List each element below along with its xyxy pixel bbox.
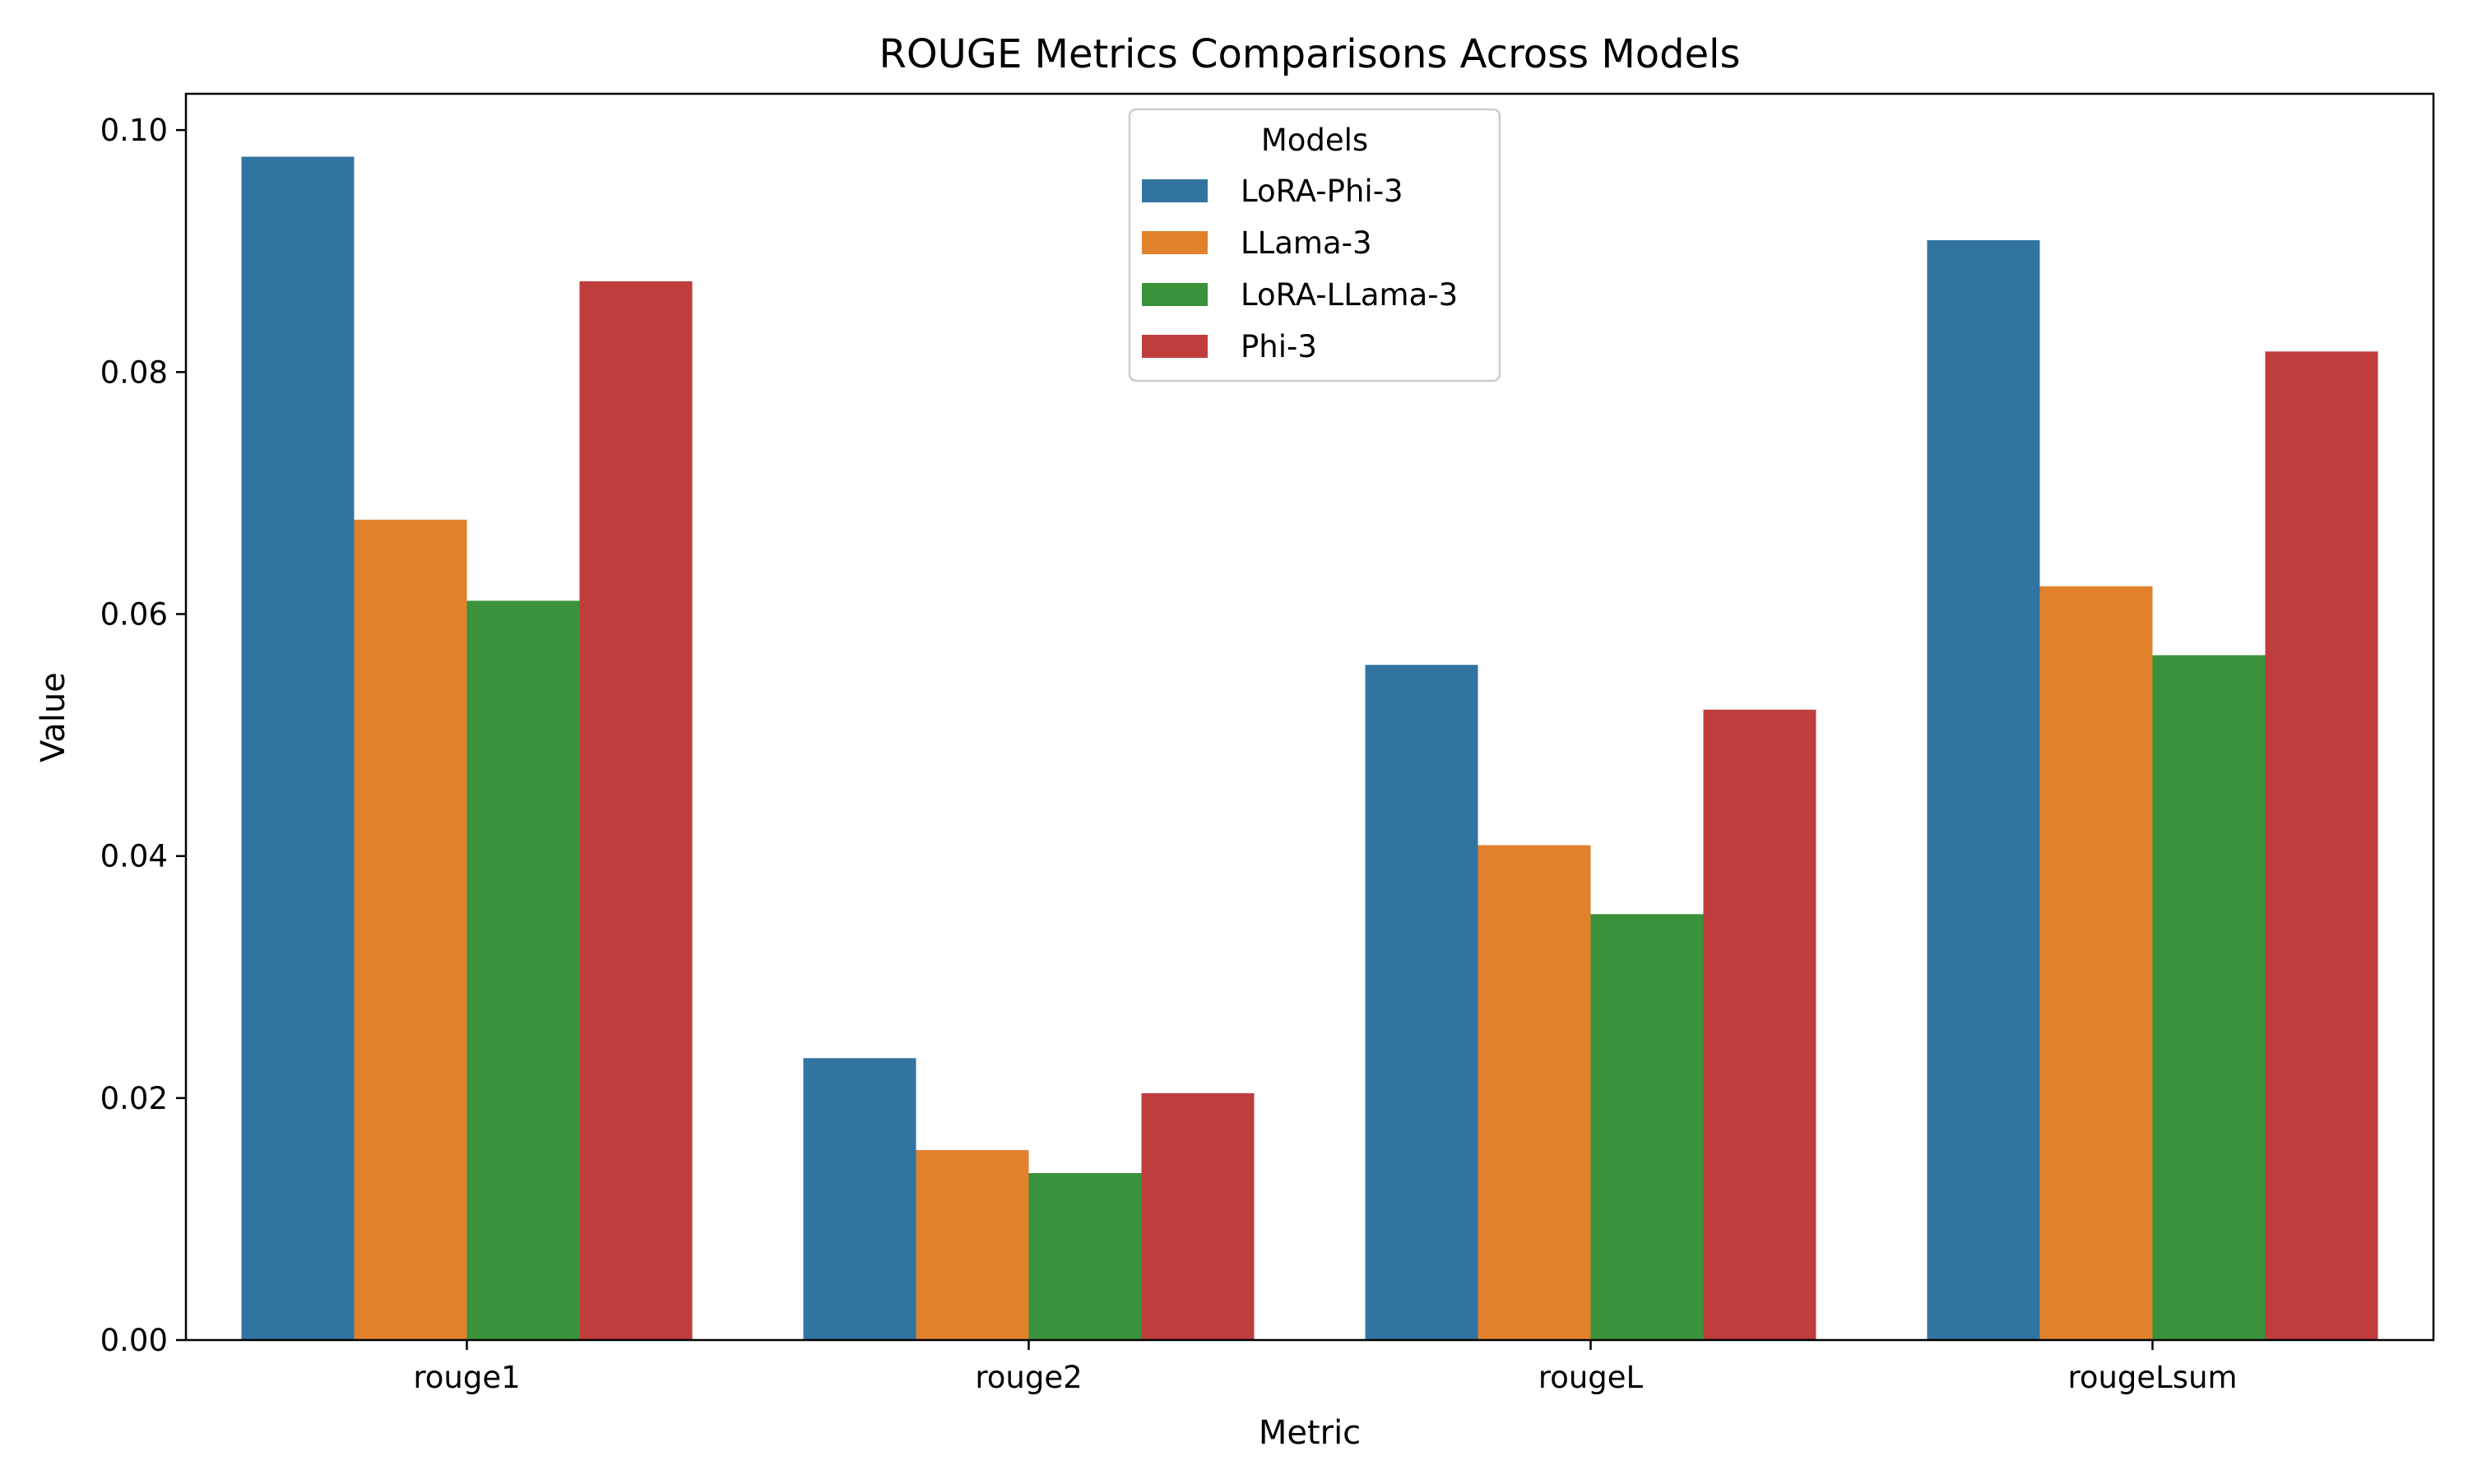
plot-frame: [184, 92, 2435, 1342]
legend-label-lora-phi-3: LoRA-Phi-3: [1241, 174, 1403, 209]
y-axis-label: Value: [35, 672, 72, 763]
bar-rougeL-llama-3: [1478, 845, 1591, 1340]
y-tick-label: 0.06: [100, 596, 168, 632]
legend-swatch-llama-3: [1142, 231, 1208, 254]
x-axis-label: Metric: [1259, 1414, 1361, 1452]
y-tick-label: 0.00: [100, 1323, 168, 1358]
chart-title: ROUGE Metrics Comparisons Across Models: [879, 31, 1740, 77]
bar-rouge2-lora-phi-3: [803, 1058, 916, 1340]
legend: Models LoRA-Phi-3 LLama-3 LoRA-LLama-3 Phi-…: [1128, 108, 1501, 383]
bar-rouge2-llama-3: [916, 1150, 1029, 1340]
legend-label-phi-3: Phi-3: [1241, 329, 1317, 364]
bar-rouge1-lora-phi-3: [241, 156, 355, 1340]
x-tick-label-rougeL: rougeL: [1538, 1360, 1644, 1395]
bar-rouge1-lora-llama-3: [466, 601, 580, 1340]
legend-box: [1128, 108, 1501, 383]
x-axis: rouge1 rouge2 rougeL rougeLsum: [413, 1340, 2238, 1395]
y-tick-label: 0.04: [100, 839, 168, 874]
x-tick-label-rouge2: rouge2: [975, 1360, 1082, 1395]
bar-rouge1-phi-3: [579, 281, 693, 1340]
y-tick-label: 0.02: [100, 1081, 168, 1116]
bar-rouge2-phi-3: [1141, 1092, 1255, 1340]
bar-rougeLsum-phi-3: [2265, 351, 2378, 1340]
y-tick-label: 0.10: [100, 113, 168, 148]
x-tick-label-rouge1: rouge1: [413, 1360, 520, 1395]
legend-swatch-lora-llama-3: [1142, 283, 1208, 306]
y-tick-label: 0.08: [100, 355, 168, 390]
legend-label-lora-llama-3: LoRA-LLama-3: [1241, 277, 1458, 313]
bar-rougeLsum-lora-llama-3: [2152, 655, 2266, 1340]
legend-swatch-lora-phi-3: [1142, 179, 1208, 202]
legend-title: Models: [1261, 123, 1368, 158]
bar-rouge1-llama-3: [354, 519, 467, 1340]
bar-rougeL-lora-llama-3: [1590, 914, 1704, 1340]
legend-swatch-phi-3: [1142, 335, 1208, 358]
bars-group: [241, 156, 2378, 1341]
y-axis: 0.00 0.02 0.04 0.06 0.08 0.10: [100, 113, 186, 1358]
bar-rougeLsum-lora-phi-3: [1927, 239, 2040, 1341]
legend-entries: LoRA-Phi-3 LLama-3 LoRA-LLama-3 Phi-3: [1142, 174, 1458, 364]
x-tick-label-rougeLsum: rougeLsum: [2067, 1360, 2237, 1395]
bar-rougeLsum-llama-3: [2039, 586, 2153, 1340]
bar-rougeL-lora-phi-3: [1365, 665, 1478, 1340]
bar-rougeL-phi-3: [1703, 709, 1816, 1340]
legend-label-llama-3: LLama-3: [1241, 225, 1372, 261]
bar-rouge2-lora-llama-3: [1028, 1173, 1142, 1340]
